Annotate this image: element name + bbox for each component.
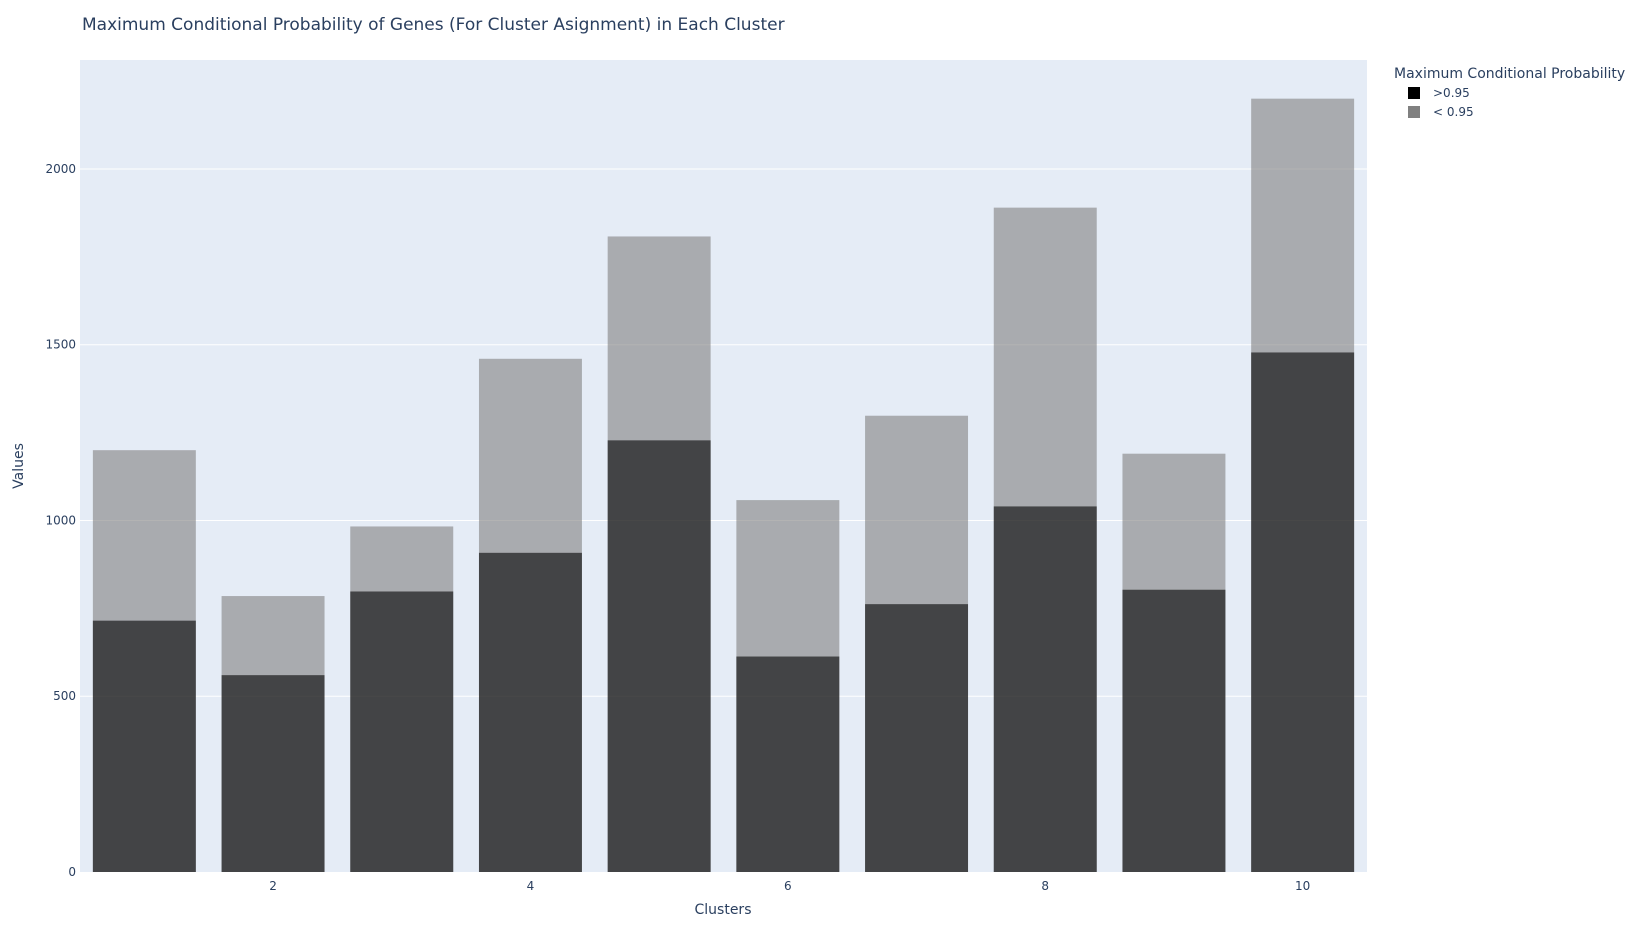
bar-series-1-cluster-1 [92,620,196,872]
x-tick-label: 6 [784,879,792,893]
x-tick-label: 8 [1041,879,1049,893]
bar-series-1-cluster-3 [350,591,454,872]
bar-series-1-cluster-4 [478,552,582,872]
y-tick-label: 0 [68,865,76,879]
y-axis-title: Values [11,443,27,489]
bar-series-1-cluster-9 [1122,589,1226,872]
y-tick-label: 1500 [45,338,76,352]
y-tick-label: 500 [53,689,76,703]
x-axis-title: Clusters [695,902,752,918]
legend-label: >0.95 [1433,86,1470,100]
legend-swatch [1408,106,1420,118]
bar-series-1-cluster-8 [993,506,1097,872]
bar-series-1-cluster-6 [736,656,840,872]
bar-series-1-cluster-5 [607,440,711,872]
legend-label: < 0.95 [1433,105,1474,119]
y-tick-label: 2000 [45,162,76,176]
legend-swatch [1408,87,1420,99]
bar-series-1-cluster-10 [1251,352,1355,873]
tick-labels: 2 4 6 8 10 0 500 1000 1500 2000 [45,162,1310,893]
bar-series-1-cluster-7 [865,604,969,872]
legend: Maximum Conditional Probability >0.95 < 0… [1394,66,1625,119]
x-tick-label: 2 [269,879,277,893]
legend-title: Maximum Conditional Probability [1394,66,1625,82]
y-tick-label: 1000 [45,513,76,527]
bars [92,98,1355,873]
x-tick-label: 10 [1295,879,1310,893]
bar-series-1-cluster-2 [221,675,325,872]
chart-title: Maximum Conditional Probability of Genes… [82,15,785,35]
x-tick-label: 4 [527,879,535,893]
